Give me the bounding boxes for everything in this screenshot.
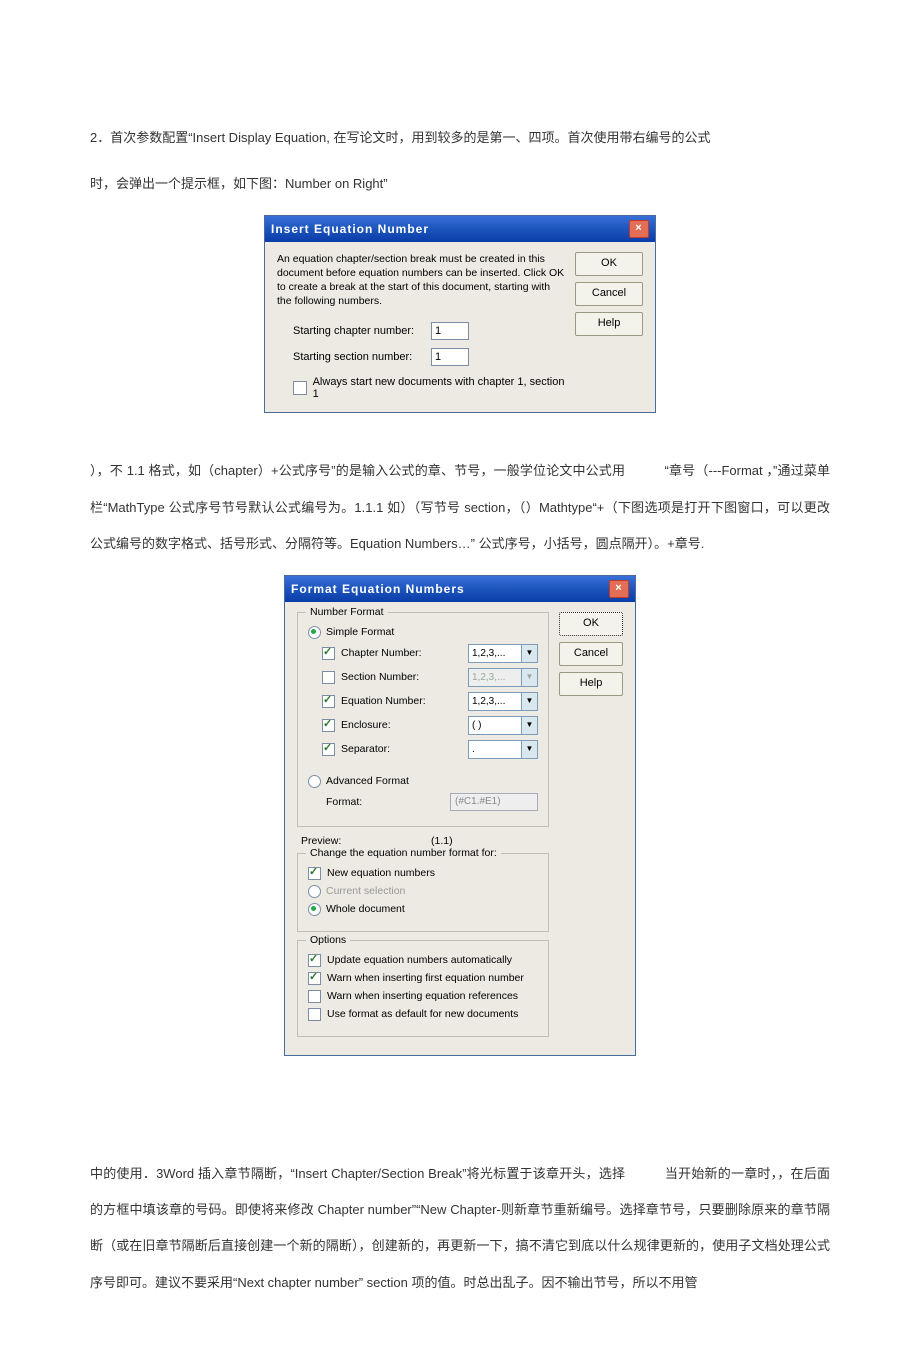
paragraph-1a: 2．首次参数配置“Insert Display Equation, 在写论文时，… — [90, 120, 830, 156]
ok-button[interactable]: OK — [559, 612, 623, 636]
equation-number-select[interactable]: 1,2,3,...▼ — [468, 692, 538, 711]
simple-format-radio[interactable] — [308, 626, 321, 639]
equation-number-checkbox[interactable] — [322, 695, 335, 708]
update-automatically-checkbox[interactable] — [308, 954, 321, 967]
advanced-format-input — [450, 793, 538, 811]
options-group: Options Update equation numbers automati… — [297, 940, 549, 1037]
section-number-label: Section Number: — [341, 671, 468, 683]
separator-select[interactable]: .▼ — [468, 740, 538, 759]
advanced-format-field-label: Format: — [326, 796, 450, 808]
dialog2-titlebar: Format Equation Numbers × — [285, 576, 635, 602]
always-start-row: Always start new documents with chapter … — [293, 376, 565, 400]
chevron-down-icon: ▼ — [521, 717, 537, 734]
starting-section-input[interactable] — [431, 348, 469, 366]
number-format-group: Number Format Simple Format Chapter Numb… — [297, 612, 549, 827]
dialog-titlebar: Insert Equation Number × — [265, 216, 655, 242]
paragraph-2: ），不 1.1 格式，如（chapter）+公式序号”的是输入公式的章、节号，一… — [90, 453, 830, 562]
chapter-number-checkbox[interactable] — [322, 647, 335, 660]
section-number-select: 1,2,3,...▼ — [468, 668, 538, 687]
paragraph-1b: 时，会弹出一个提示框，如下图：Number on Right” — [90, 166, 830, 202]
advanced-format-label: Advanced Format — [326, 775, 409, 787]
number-format-title: Number Format — [306, 606, 388, 618]
chevron-down-icon: ▼ — [521, 669, 537, 686]
starting-section-row: Starting section number: — [293, 348, 565, 366]
whole-document-radio[interactable] — [308, 903, 321, 916]
change-format-group: Change the equation number format for: N… — [297, 853, 549, 932]
current-selection-radio — [308, 885, 321, 898]
ok-button[interactable]: OK — [575, 252, 643, 276]
options-title: Options — [306, 934, 350, 946]
warn-first-checkbox[interactable] — [308, 972, 321, 985]
cancel-button[interactable]: Cancel — [575, 282, 643, 306]
starting-chapter-row: Starting chapter number: — [293, 322, 565, 340]
always-start-label: Always start new documents with chapter … — [313, 376, 565, 400]
help-button[interactable]: Help — [575, 312, 643, 336]
current-selection-label: Current selection — [326, 885, 405, 897]
update-automatically-label: Update equation numbers automatically — [327, 954, 512, 966]
starting-chapter-input[interactable] — [431, 322, 469, 340]
close-icon[interactable]: × — [609, 580, 629, 598]
separator-checkbox[interactable] — [322, 743, 335, 756]
format-equation-numbers-dialog: Format Equation Numbers × Number Format … — [284, 575, 636, 1056]
cancel-button[interactable]: Cancel — [559, 642, 623, 666]
warn-references-checkbox[interactable] — [308, 990, 321, 1003]
whole-document-label: Whole document — [326, 903, 405, 915]
new-equation-numbers-label: New equation numbers — [327, 867, 435, 879]
advanced-format-radio[interactable] — [308, 775, 321, 788]
change-format-title: Change the equation number format for: — [306, 847, 501, 859]
chevron-down-icon: ▼ — [521, 741, 537, 758]
section-number-checkbox[interactable] — [322, 671, 335, 684]
separator-label: Separator: — [341, 743, 468, 755]
starting-section-label: Starting section number: — [293, 351, 423, 363]
dialog-description: An equation chapter/section break must b… — [277, 252, 565, 309]
dialog2-title-text: Format Equation Numbers — [291, 582, 465, 596]
warn-references-label: Warn when inserting equation references — [327, 990, 518, 1002]
enclosure-checkbox[interactable] — [322, 719, 335, 732]
chevron-down-icon: ▼ — [521, 645, 537, 662]
insert-equation-number-dialog: Insert Equation Number × An equation cha… — [264, 215, 656, 414]
chapter-number-select[interactable]: 1,2,3,...▼ — [468, 644, 538, 663]
enclosure-label: Enclosure: — [341, 719, 468, 731]
warn-first-label: Warn when inserting first equation numbe… — [327, 972, 524, 984]
chapter-number-label: Chapter Number: — [341, 647, 468, 659]
simple-format-row: Simple Format — [308, 626, 538, 639]
simple-format-label: Simple Format — [326, 626, 394, 638]
chevron-down-icon: ▼ — [521, 693, 537, 710]
equation-number-label: Equation Number: — [341, 695, 468, 707]
preview-label: Preview: — [301, 835, 431, 847]
advanced-format-row: Advanced Format — [308, 775, 538, 788]
close-icon[interactable]: × — [629, 220, 649, 238]
enclosure-select[interactable]: ( )▼ — [468, 716, 538, 735]
preview-row: Preview: (1.1) — [301, 835, 549, 847]
new-equation-numbers-checkbox[interactable] — [308, 867, 321, 880]
use-default-checkbox[interactable] — [308, 1008, 321, 1021]
starting-chapter-label: Starting chapter number: — [293, 325, 423, 337]
help-button[interactable]: Help — [559, 672, 623, 696]
use-default-label: Use format as default for new documents — [327, 1008, 518, 1020]
preview-value: (1.1) — [431, 835, 453, 847]
paragraph-3: 中的使用．3Word 插入章节隔断，“Insert Chapter/Sectio… — [90, 1156, 830, 1302]
dialog-title-text: Insert Equation Number — [271, 222, 429, 236]
always-start-checkbox[interactable] — [293, 381, 307, 395]
